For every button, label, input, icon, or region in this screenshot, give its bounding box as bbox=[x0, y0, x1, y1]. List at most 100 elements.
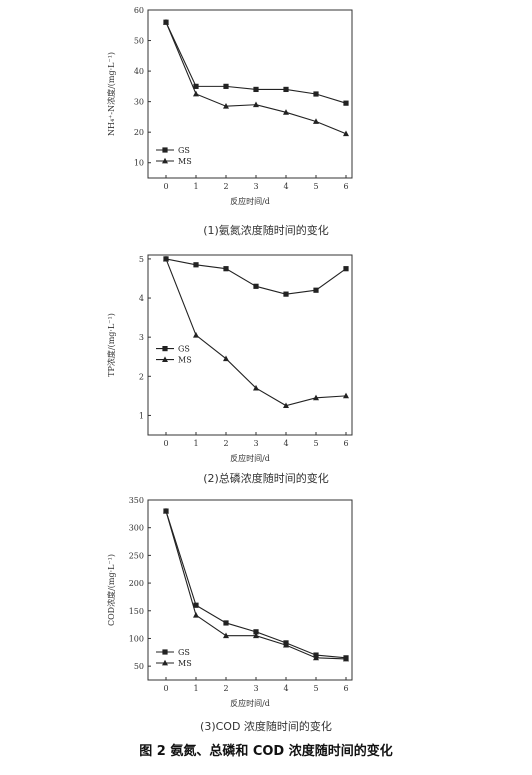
point-gs bbox=[193, 83, 199, 89]
y-tick-label: 50 bbox=[134, 662, 144, 671]
plot-frame bbox=[147, 254, 353, 436]
x-tick-label: 2 bbox=[223, 684, 228, 693]
series-line-ms bbox=[165, 22, 347, 135]
x-tick-label: 5 bbox=[313, 684, 318, 693]
point-ms bbox=[193, 612, 199, 618]
point-gs bbox=[283, 86, 289, 93]
plot-frame bbox=[147, 9, 353, 179]
x-tick-label: 0 bbox=[163, 182, 168, 191]
y-axis-label: COD浓度/(mg·L⁻¹) bbox=[106, 554, 116, 626]
y-tick-label: 300 bbox=[129, 524, 144, 533]
point-ms bbox=[283, 641, 289, 648]
legend-label-ms: MS bbox=[178, 157, 192, 166]
legend-label-gs: GS bbox=[178, 345, 190, 354]
point-gs bbox=[253, 283, 259, 289]
legend-label-ms: MS bbox=[178, 356, 192, 365]
cod-chart-caption: (3)COD 浓度随时间的变化 bbox=[200, 720, 332, 733]
legend-label-gs: GS bbox=[178, 146, 190, 155]
legend-marker-ms bbox=[162, 157, 168, 164]
legend-label-gs: GS bbox=[178, 648, 190, 657]
y-tick-label: 350 bbox=[129, 496, 144, 505]
y-tick-label: 4 bbox=[139, 294, 144, 303]
cod-chart: 0 1 2 3 4 5 6 50 100 150 200 250 300 350 反应时间/d COD浓度/(… bbox=[106, 496, 353, 708]
y-tick-label: 150 bbox=[129, 607, 144, 616]
x-axis-label: 反应时间/d bbox=[230, 698, 270, 708]
x-tick-label: 4 bbox=[283, 439, 288, 448]
ammonia-chart: 0 1 2 3 4 5 6 10 20 30 40 50 60 反应时间/d NH₄⁺-N浓度/(mg·L⁻… bbox=[106, 6, 353, 206]
point-ms bbox=[343, 130, 349, 137]
y-tick-label: 1 bbox=[139, 411, 144, 420]
y-tick-label: 250 bbox=[129, 551, 144, 560]
x-tick-label: 3 bbox=[253, 684, 258, 693]
point-ms bbox=[253, 384, 259, 391]
y-tick-label: 100 bbox=[129, 634, 144, 643]
y-tick-label: 3 bbox=[139, 333, 144, 342]
figure-caption: 图 2 氨氮、总磷和 COD 浓度随时间的变化 bbox=[139, 744, 393, 759]
point-gs bbox=[343, 100, 349, 106]
point-gs bbox=[223, 266, 229, 272]
legend-marker-gs bbox=[162, 346, 168, 352]
x-tick-label: 5 bbox=[313, 182, 318, 191]
x-tick-label: 3 bbox=[253, 439, 258, 448]
x-tick-label: 0 bbox=[163, 439, 168, 448]
y-tick-label: 30 bbox=[134, 98, 144, 107]
x-axis-label: 反应时间/d bbox=[230, 453, 270, 463]
ammonia-chart-caption: (1)氨氮浓度随时间的变化 bbox=[203, 224, 329, 237]
legend-marker-ms bbox=[162, 659, 168, 666]
y-tick-label: 20 bbox=[134, 128, 144, 137]
y-tick-label: 5 bbox=[139, 255, 144, 264]
point-ms bbox=[163, 19, 169, 25]
x-tick-label: 4 bbox=[283, 182, 288, 191]
x-axis-label: 反应时间/d bbox=[230, 196, 270, 206]
point-ms bbox=[253, 632, 259, 639]
x-tick-label: 0 bbox=[163, 684, 168, 693]
legend-marker-gs bbox=[162, 147, 168, 153]
x-tick-label: 1 bbox=[193, 684, 198, 693]
legend-marker-gs bbox=[162, 649, 168, 655]
point-ms bbox=[163, 507, 169, 514]
point-ms bbox=[343, 655, 349, 662]
x-tick-label: 6 bbox=[343, 439, 348, 448]
point-ms bbox=[223, 103, 229, 109]
y-tick-label: 50 bbox=[134, 37, 144, 46]
point-ms bbox=[253, 101, 259, 108]
point-ms bbox=[283, 109, 289, 115]
point-gs bbox=[223, 620, 229, 626]
x-tick-label: 6 bbox=[343, 684, 348, 693]
point-gs bbox=[343, 266, 349, 272]
y-tick-label: 40 bbox=[134, 67, 144, 76]
point-gs bbox=[253, 629, 259, 635]
point-gs bbox=[313, 91, 319, 97]
y-tick-label: 60 bbox=[134, 6, 144, 15]
x-tick-label: 2 bbox=[223, 439, 228, 448]
legend-label-ms: MS bbox=[178, 659, 192, 668]
y-axis-label: TP浓度/(mg·L⁻¹) bbox=[106, 313, 116, 377]
point-ms bbox=[193, 90, 199, 97]
point-ms bbox=[163, 255, 169, 262]
point-ms bbox=[313, 654, 319, 661]
point-ms bbox=[223, 355, 229, 362]
x-tick-label: 2 bbox=[223, 182, 228, 191]
x-tick-label: 6 bbox=[343, 182, 348, 191]
y-tick-label: 10 bbox=[134, 159, 144, 168]
point-gs bbox=[223, 83, 229, 89]
point-gs bbox=[193, 262, 199, 268]
point-ms bbox=[223, 632, 229, 639]
point-ms bbox=[313, 118, 319, 124]
point-ms bbox=[313, 394, 319, 401]
x-tick-label: 1 bbox=[193, 439, 198, 448]
point-gs bbox=[313, 287, 319, 293]
x-tick-label: 3 bbox=[253, 182, 258, 191]
plot-frame bbox=[147, 499, 353, 681]
x-tick-label: 1 bbox=[193, 182, 198, 191]
total-phosphorus-chart-caption: (2)总磷浓度随时间的变化 bbox=[203, 472, 329, 485]
point-ms bbox=[193, 332, 199, 338]
x-tick-label: 5 bbox=[313, 439, 318, 448]
point-gs bbox=[283, 291, 289, 297]
point-gs bbox=[253, 86, 259, 93]
total-phosphorus-chart: 0 1 2 3 4 5 6 1 2 3 4 5 反应时间/d TP浓度/(mg·L⁻¹) GS MS bbox=[106, 254, 353, 463]
y-tick-label: 200 bbox=[129, 579, 144, 588]
point-gs bbox=[193, 602, 199, 608]
point-ms bbox=[343, 392, 349, 399]
x-tick-label: 4 bbox=[283, 684, 288, 693]
